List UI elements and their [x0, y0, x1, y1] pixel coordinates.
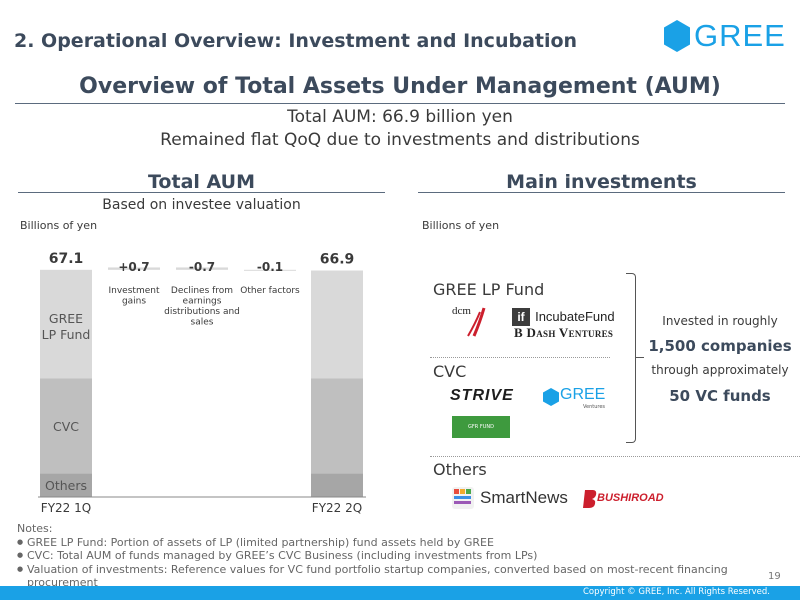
segment-label-cvc: CVC — [53, 419, 79, 434]
bar-gree-lp-fund-2q — [311, 270, 363, 379]
b-dash-ventures-logo: B Dash Ventures — [514, 325, 614, 340]
bar-others-2q — [311, 473, 363, 497]
incubate-fund-logo: if IncubateFund — [512, 306, 615, 326]
bushiroad-logo: BUSHIROAD — [583, 488, 673, 510]
delta-label-2: Declines from earnings distributions and sa… — [164, 286, 240, 328]
aum-waterfall-chart: Others CVC GREE LP Fund 67.1 FY22 1Q 66.9 FY22 … — [38, 251, 366, 515]
segment-label-others: Others — [45, 478, 87, 493]
group-divider — [430, 456, 800, 457]
delta-value-2: -0.7 — [189, 260, 215, 274]
gree-logo: GREE — [660, 18, 785, 54]
bar-others-1q — [40, 473, 92, 497]
vc-funds-count: 50 VC funds — [669, 387, 771, 405]
total-aum-heading: Total AUM — [148, 171, 255, 193]
logo-text: GREE — [694, 18, 786, 53]
bar-gree-lp-fund-1q — [40, 269, 92, 379]
main-heading: Overview of Total Assets Under Managemen… — [79, 74, 721, 99]
notes: Notes: GREE LP Fund: Portion of assets o… — [17, 522, 787, 590]
group-divider — [430, 357, 610, 358]
heading-divider — [15, 103, 785, 104]
slide-title: 2. Operational Overview: Investment and … — [14, 30, 578, 52]
dcm-logo: dcm — [452, 305, 486, 337]
x-label-2q: FY22 2Q — [312, 501, 362, 515]
group-label-gree-lp-fund: GREE LP Fund — [433, 280, 545, 299]
note-item: GREE LP Fund: Portion of assets of LP (l… — [17, 536, 787, 550]
delta-bar-3 — [244, 269, 296, 271]
note-item: CVC: Total AUM of funds managed by GREE’… — [17, 549, 787, 563]
investments-bracket — [626, 273, 636, 443]
gree-ventures-logo: GREE Ventures — [543, 386, 609, 412]
left-heading-divider — [18, 192, 385, 193]
companies-count: 1,500 companies — [648, 337, 792, 355]
segment-label-gree-lp-fund: GREE LP Fund — [42, 311, 91, 342]
notes-title: Notes: — [17, 522, 53, 535]
right-heading-divider — [418, 192, 785, 193]
left-unit-label: Billions of yen — [20, 219, 98, 232]
delta-label-1: Investment gains — [109, 286, 160, 307]
delta-value-3: -0.1 — [257, 260, 283, 274]
summary-line-3: through approximately — [651, 363, 789, 377]
qoq-summary: Remained flat QoQ due to investments and… — [160, 130, 640, 150]
delta-bar-1 — [108, 267, 160, 270]
right-unit-label: Billions of yen — [422, 219, 500, 232]
page-number: 19 — [768, 571, 781, 582]
gfr-fund-logo: GFR FUND — [452, 416, 510, 438]
copyright: Copyright © GREE, Inc. All Rights Reserv… — [582, 587, 770, 597]
delta-bar-2 — [176, 267, 228, 270]
bar-cvc-1q — [40, 378, 92, 474]
main-investments-heading: Main investments — [506, 171, 697, 193]
bracket-tick — [636, 357, 644, 358]
valuation-basis: Based on investee valuation — [102, 197, 301, 213]
total-label-2q: 66.9 — [320, 251, 355, 267]
x-label-1q: FY22 1Q — [41, 501, 91, 515]
svg-text:dcm: dcm — [452, 305, 471, 317]
note-item: Valuation of investments: Reference valu… — [17, 563, 787, 590]
gree-hexagon-icon — [664, 20, 690, 52]
delta-label-3: Other factors — [240, 286, 300, 296]
footer-bar: Copyright © GREE, Inc. All Rights Reserv… — [0, 586, 800, 600]
summary-line-1: Invested in roughly — [662, 314, 778, 328]
total-label-1q: 67.1 — [49, 251, 84, 267]
strive-logo: STRIVE — [450, 387, 514, 404]
group-label-others: Others — [433, 460, 487, 479]
delta-value-1: +0.7 — [118, 260, 149, 274]
bar-cvc-2q — [311, 378, 363, 474]
total-aum-summary: Total AUM: 66.9 billion yen — [287, 107, 513, 127]
smartnews-logo: SmartNews — [452, 487, 568, 511]
group-label-cvc: CVC — [433, 362, 467, 381]
